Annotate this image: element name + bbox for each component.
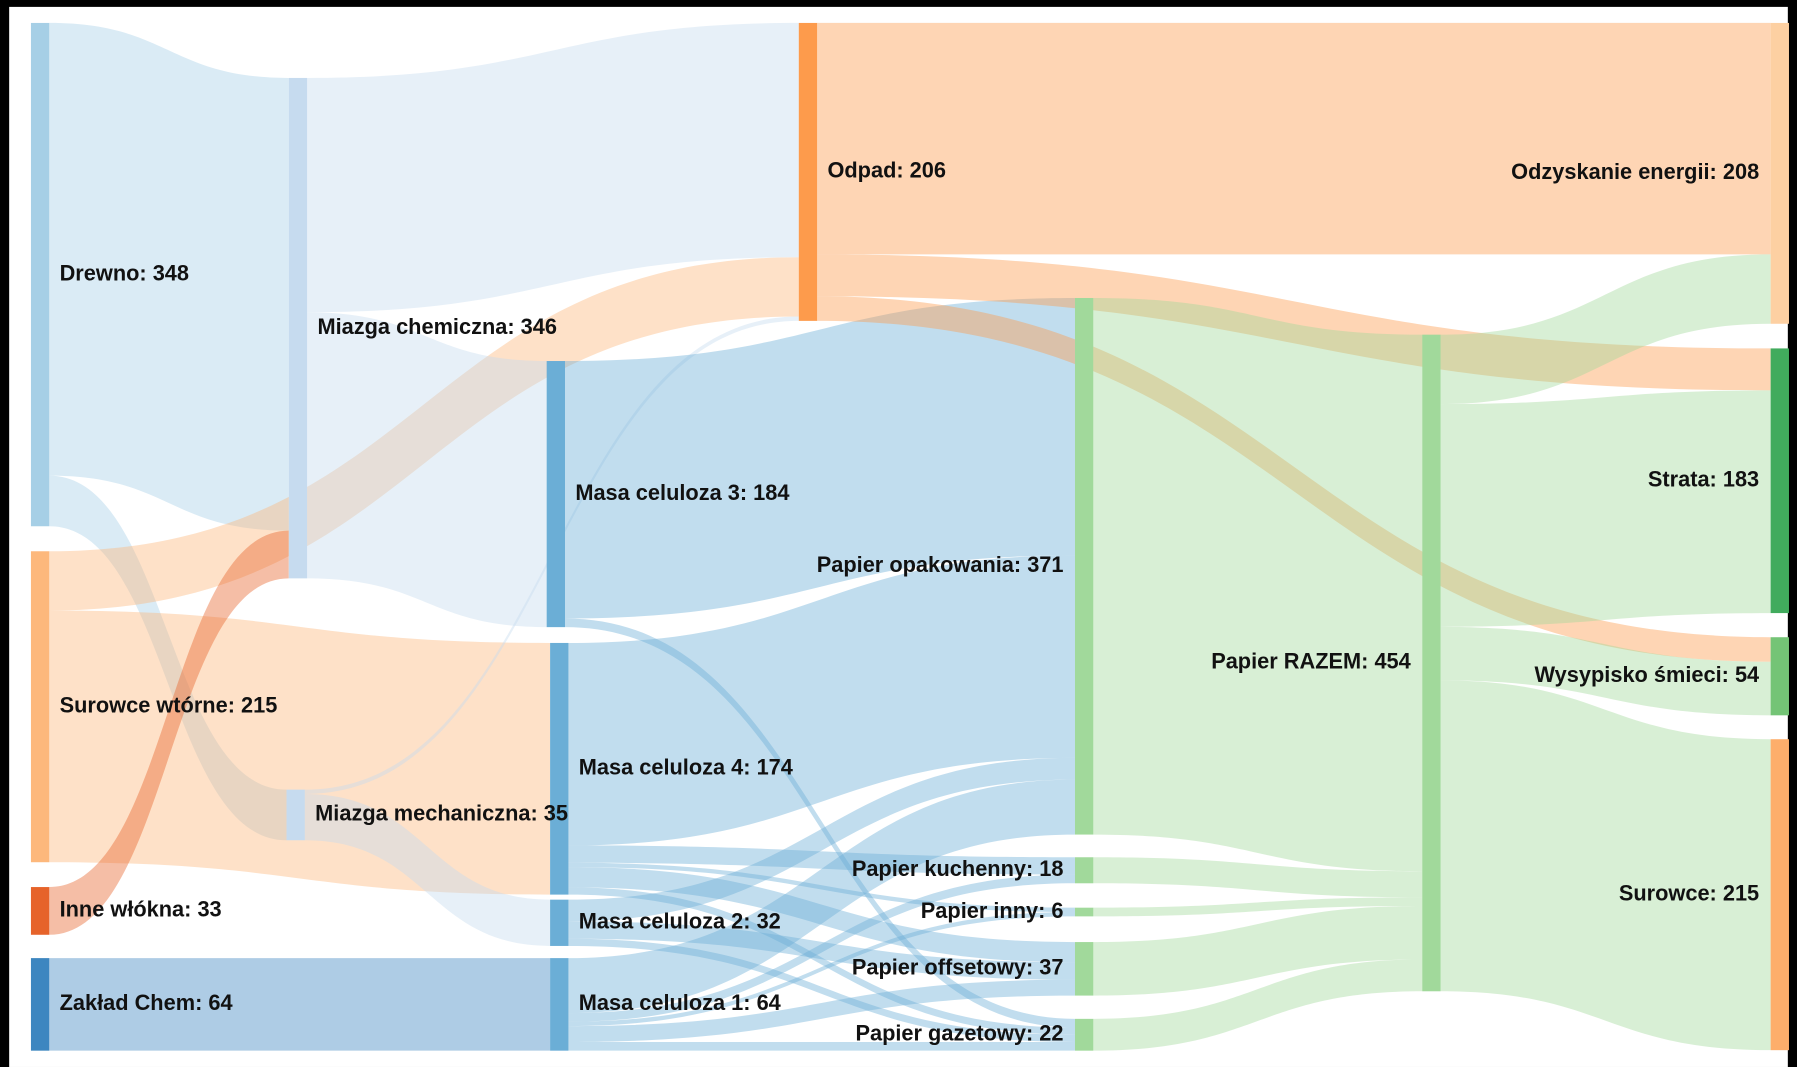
- node-label: Papier gazetowy: 22: [855, 1021, 1063, 1046]
- node: [286, 789, 305, 841]
- node-label: Miazga mechaniczna: 35: [315, 801, 568, 826]
- link: [568, 779, 1075, 1014]
- nodes: [30, 22, 1789, 1051]
- node-label: Papier kuchenny: 18: [852, 856, 1064, 881]
- node: [1770, 22, 1789, 324]
- node: [30, 22, 50, 527]
- node: [546, 361, 566, 628]
- link: [304, 793, 551, 946]
- link: [1440, 254, 1771, 405]
- node-label: Surowce: 215: [1619, 880, 1759, 905]
- node: [30, 551, 50, 863]
- link: [1093, 857, 1423, 898]
- node-label: Strata: 183: [1648, 467, 1759, 492]
- node-label: Masa celuloza 4: 174: [579, 755, 793, 780]
- node-label: Papier offsetowy: 37: [852, 955, 1064, 980]
- link: [568, 1041, 1075, 1051]
- labels: Drewno: 348 Surowce wtórne: 215 Inne włókn…: [60, 158, 1760, 1046]
- node-label: Masa celuloza 3: 184: [575, 480, 789, 505]
- link: [565, 618, 1075, 1028]
- node-label: Masa celuloza 2: 32: [579, 909, 781, 934]
- node: [550, 899, 569, 946]
- link: [1093, 959, 1423, 1051]
- node: [1074, 942, 1094, 996]
- link: [568, 555, 1075, 846]
- link: [565, 297, 1075, 619]
- link: [1440, 390, 1771, 627]
- link: [49, 257, 799, 611]
- link: [568, 887, 1075, 1035]
- node: [1074, 1018, 1094, 1051]
- node: [30, 887, 50, 935]
- link: [307, 22, 799, 313]
- link: [1440, 680, 1771, 1051]
- node: [1770, 348, 1789, 614]
- links: [49, 22, 1771, 1051]
- link: [568, 757, 1075, 922]
- link: [568, 938, 1075, 1042]
- link: [49, 530, 289, 935]
- node-label: Papier inny: 6: [921, 898, 1064, 923]
- link: [49, 958, 551, 1051]
- node: [798, 22, 818, 321]
- link: [568, 912, 1075, 1027]
- node-label: Papier opakowania: 371: [817, 552, 1064, 577]
- link: [49, 475, 287, 841]
- node: [1074, 857, 1094, 884]
- link: [568, 979, 1075, 1042]
- node-label: Surowce wtórne: 215: [60, 692, 278, 717]
- link: [568, 874, 1075, 1022]
- link: [49, 610, 551, 895]
- node: [1770, 637, 1789, 716]
- node: [30, 958, 50, 1051]
- link: [1440, 626, 1771, 716]
- node-label: Masa celuloza 1: 64: [579, 990, 781, 1015]
- node-label: Inne włókna: 33: [60, 897, 222, 922]
- node: [550, 958, 569, 1051]
- link: [568, 862, 1075, 913]
- link: [1093, 897, 1423, 917]
- link: [1093, 297, 1423, 872]
- link: [568, 921, 1075, 980]
- node: [288, 77, 308, 579]
- link: [568, 867, 1075, 963]
- link: [817, 22, 1771, 255]
- node: [1770, 739, 1789, 1051]
- node-label: Wysypisko śmieci: 54: [1535, 662, 1760, 687]
- link: [307, 312, 547, 628]
- node: [1074, 297, 1094, 835]
- node-label: Zakład Chem: 64: [60, 990, 233, 1015]
- node-label: Odpad: 206: [827, 158, 946, 183]
- node-label: Odzyskanie energii: 208: [1511, 159, 1759, 184]
- node: [1422, 334, 1441, 992]
- node: [550, 642, 569, 895]
- link: [1093, 905, 1423, 996]
- link: [49, 22, 289, 531]
- node-label: Miazga chemiczna: 346: [317, 314, 557, 339]
- link: [817, 254, 1771, 391]
- link: [568, 845, 1075, 875]
- node-label: Drewno: 348: [60, 260, 189, 285]
- node: [1074, 907, 1094, 917]
- link: [817, 296, 1771, 662]
- node-label: Papier RAZEM: 454: [1211, 649, 1411, 674]
